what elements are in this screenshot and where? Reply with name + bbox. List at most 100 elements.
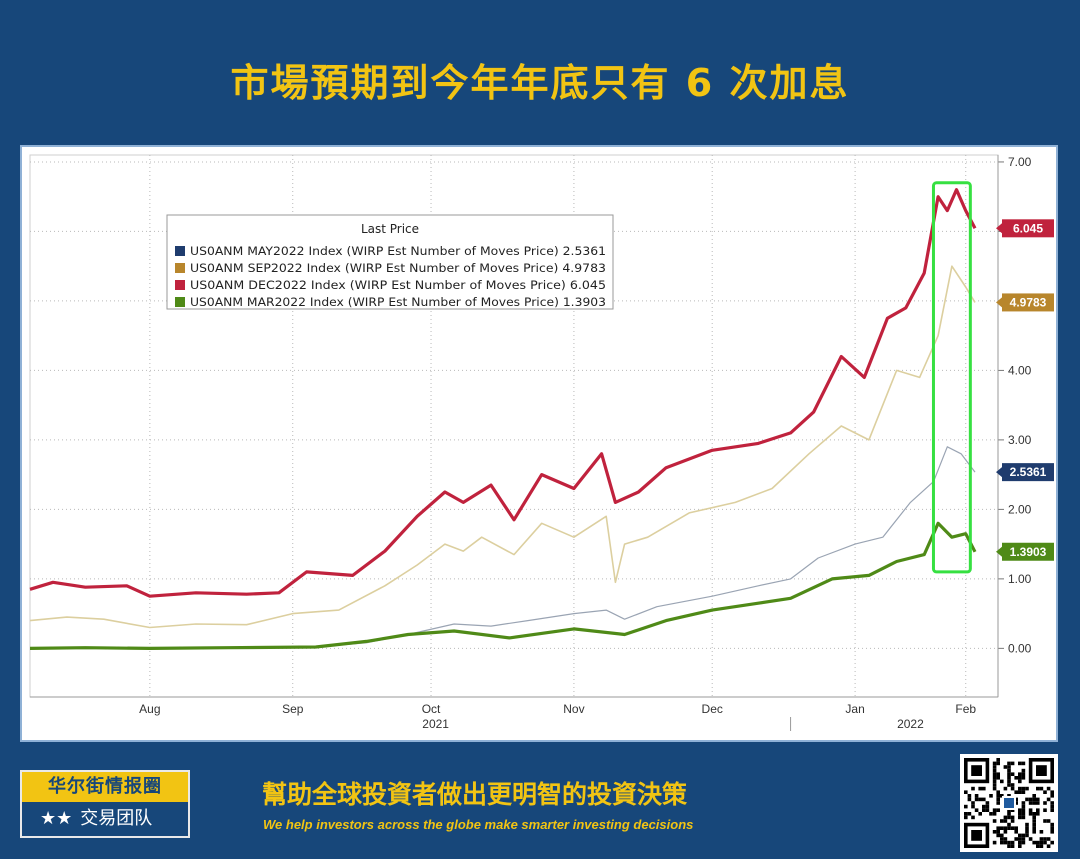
- qr-module: [1039, 786, 1044, 791]
- qr-module: [1021, 801, 1026, 805]
- qr-module: [971, 815, 975, 820]
- qr-module: [1003, 819, 1008, 823]
- qr-module: [1050, 794, 1054, 798]
- qr-module: [982, 786, 986, 791]
- x-tick-label: Jan: [845, 702, 864, 716]
- qr-module: [985, 801, 990, 805]
- qr-module: [1010, 826, 1015, 830]
- qr-module: [1000, 840, 1004, 845]
- qr-module: [1021, 812, 1026, 816]
- qr-module: [1018, 761, 1022, 766]
- qr-module: [971, 801, 975, 805]
- qr-module: [989, 812, 993, 816]
- qr-module: [1007, 812, 1011, 816]
- qr-finder-core: [971, 765, 982, 776]
- qr-module: [1036, 844, 1040, 848]
- qr-module: [992, 808, 997, 812]
- qr-module: [996, 808, 1000, 812]
- qr-module: [1018, 815, 1022, 820]
- qr-module: [1021, 786, 1026, 791]
- qr-module: [992, 765, 997, 769]
- qr-module: [992, 830, 997, 834]
- qr-module: [996, 790, 1000, 794]
- qr-module: [971, 786, 975, 791]
- qr-module: [996, 772, 1000, 776]
- last-value-label: 4.9783: [1010, 295, 1047, 309]
- qr-module: [1014, 790, 1018, 794]
- star-icon: ★★: [40, 808, 73, 829]
- qr-module: [1032, 794, 1036, 798]
- qr-module: [996, 776, 1000, 780]
- qr-module: [1007, 826, 1011, 830]
- qr-module: [1003, 840, 1008, 845]
- series-line-2: [29, 188, 977, 598]
- qr-module: [1046, 797, 1051, 802]
- qr-module: [1021, 808, 1026, 812]
- qr-module: [1007, 768, 1011, 773]
- qr-module: [992, 786, 997, 791]
- qr-module: [1025, 822, 1029, 827]
- qr-module: [1050, 840, 1054, 845]
- qr-module: [1050, 830, 1054, 834]
- legend-swatch: [175, 246, 185, 256]
- qr-module: [992, 772, 997, 776]
- qr-module: [1021, 837, 1026, 841]
- last-value-badge: [1002, 219, 1054, 238]
- qr-module: [1050, 804, 1054, 809]
- y-tick-label: 1.00: [1008, 572, 1032, 586]
- qr-module: [1007, 779, 1011, 784]
- chart-panel: 0.001.002.003.004.005.006.007.00AugSepOc…: [20, 145, 1058, 742]
- qr-module: [1021, 768, 1026, 773]
- qr-module: [1036, 786, 1040, 791]
- qr-module: [1043, 790, 1047, 794]
- qr-module: [992, 812, 997, 816]
- qr-module: [974, 797, 979, 802]
- qr-module: [1018, 772, 1022, 776]
- brand-subtitle: ★★ 交易团队: [22, 802, 188, 836]
- qr-module: [1032, 797, 1036, 802]
- qr-module: [1007, 761, 1011, 766]
- qr-module: [1025, 833, 1029, 838]
- qr-module: [1039, 830, 1044, 834]
- qr-module: [964, 812, 968, 816]
- qr-module: [1018, 808, 1022, 812]
- y-tick-label: 0.00: [1008, 641, 1032, 655]
- qr-module: [989, 794, 993, 798]
- qr-module: [1046, 844, 1051, 848]
- qr-module: [1043, 808, 1047, 812]
- qr-module: [1010, 761, 1015, 766]
- qr-module: [1018, 840, 1022, 845]
- qr-module: [1014, 801, 1018, 805]
- qr-module: [1003, 837, 1008, 841]
- x-tick-label: Oct: [422, 702, 441, 716]
- legend-entry: US0ANM DEC2022 Index (WIRP Est Number of…: [190, 278, 606, 292]
- y-tick-label: 3.00: [1008, 433, 1032, 447]
- qr-module: [1021, 776, 1026, 780]
- qr-module: [1007, 808, 1011, 812]
- qr-module: [1025, 830, 1029, 834]
- qr-module: [996, 797, 1000, 802]
- slogan-english: We help investors across the globe make …: [263, 817, 694, 832]
- qr-module: [1007, 765, 1011, 769]
- qr-module: [992, 840, 997, 845]
- last-value-badge: [1002, 293, 1054, 312]
- qr-finder-core: [1036, 765, 1047, 776]
- legend-entry: US0ANM MAR2022 Index (WIRP Est Number of…: [190, 295, 606, 309]
- qr-module: [1046, 786, 1051, 791]
- qr-module: [1046, 819, 1051, 823]
- qr-module: [1032, 830, 1036, 834]
- qr-module: [1018, 837, 1022, 841]
- qr-module: [1036, 808, 1040, 812]
- qr-module: [1032, 819, 1036, 823]
- qr-module: [978, 786, 982, 791]
- qr-module: [1021, 804, 1026, 809]
- qr-module: [1014, 797, 1018, 802]
- qr-module: [992, 779, 997, 784]
- qr-module: [1018, 786, 1022, 791]
- y-tick-label: 2.00: [1008, 502, 1032, 516]
- qr-module: [996, 758, 1000, 762]
- last-value-badge: [1002, 542, 1054, 561]
- qr-module: [1003, 765, 1008, 769]
- qr-module: [996, 833, 1000, 838]
- brand-badge: 华尔街情报圈 ★★ 交易团队: [20, 770, 190, 838]
